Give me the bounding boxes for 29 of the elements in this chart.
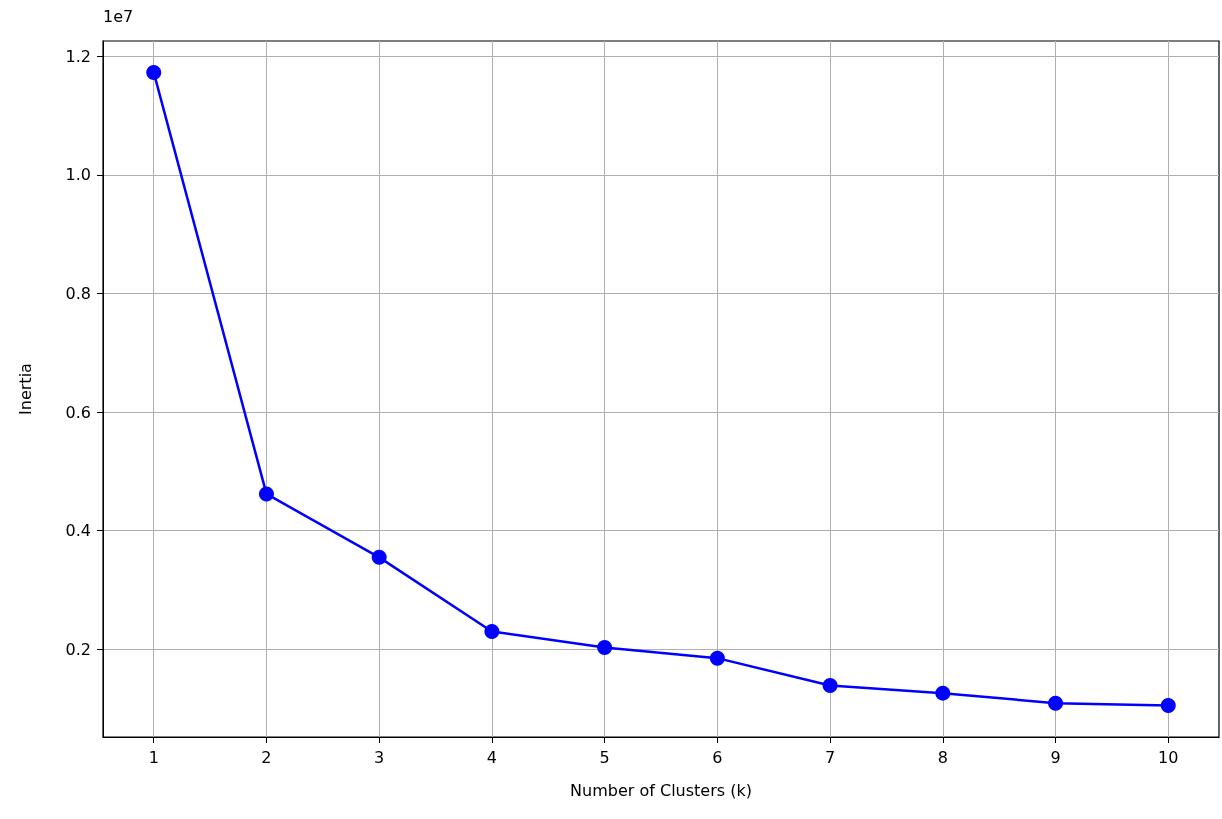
point [258,486,274,502]
x-tick-label: 7 [825,747,836,767]
point [597,639,613,655]
y-tick-label: 0.2 [65,639,91,659]
y-tick-label: 1.2 [65,46,91,66]
point [822,677,838,693]
x-tick-label: 5 [599,747,610,767]
point [1160,698,1176,714]
point [935,685,951,701]
y-tick-label: 0.4 [65,521,91,541]
y-tick-label: 0.8 [65,284,91,304]
x-tick-label: 8 [937,747,948,767]
x-tick-label: 3 [374,747,385,767]
point [484,623,500,639]
y-tick-label: 0.6 [65,402,91,422]
y-axis-title: Inertia [15,363,35,415]
point [1048,695,1064,711]
point [146,64,162,80]
x-tick-label: 10 [1158,747,1179,767]
x-tick-label: 2 [261,747,272,767]
point [371,549,387,565]
x-axis-title: Number of Clusters (k) [570,780,752,800]
x-tick-label: 1 [148,747,159,767]
x-tick-label: 4 [486,747,497,767]
x-tick-label: 9 [1050,747,1061,767]
text: 1e7 [103,6,134,26]
point [709,650,725,666]
y-tick-label: 1.0 [65,165,91,185]
x-tick-label: 6 [712,747,723,767]
